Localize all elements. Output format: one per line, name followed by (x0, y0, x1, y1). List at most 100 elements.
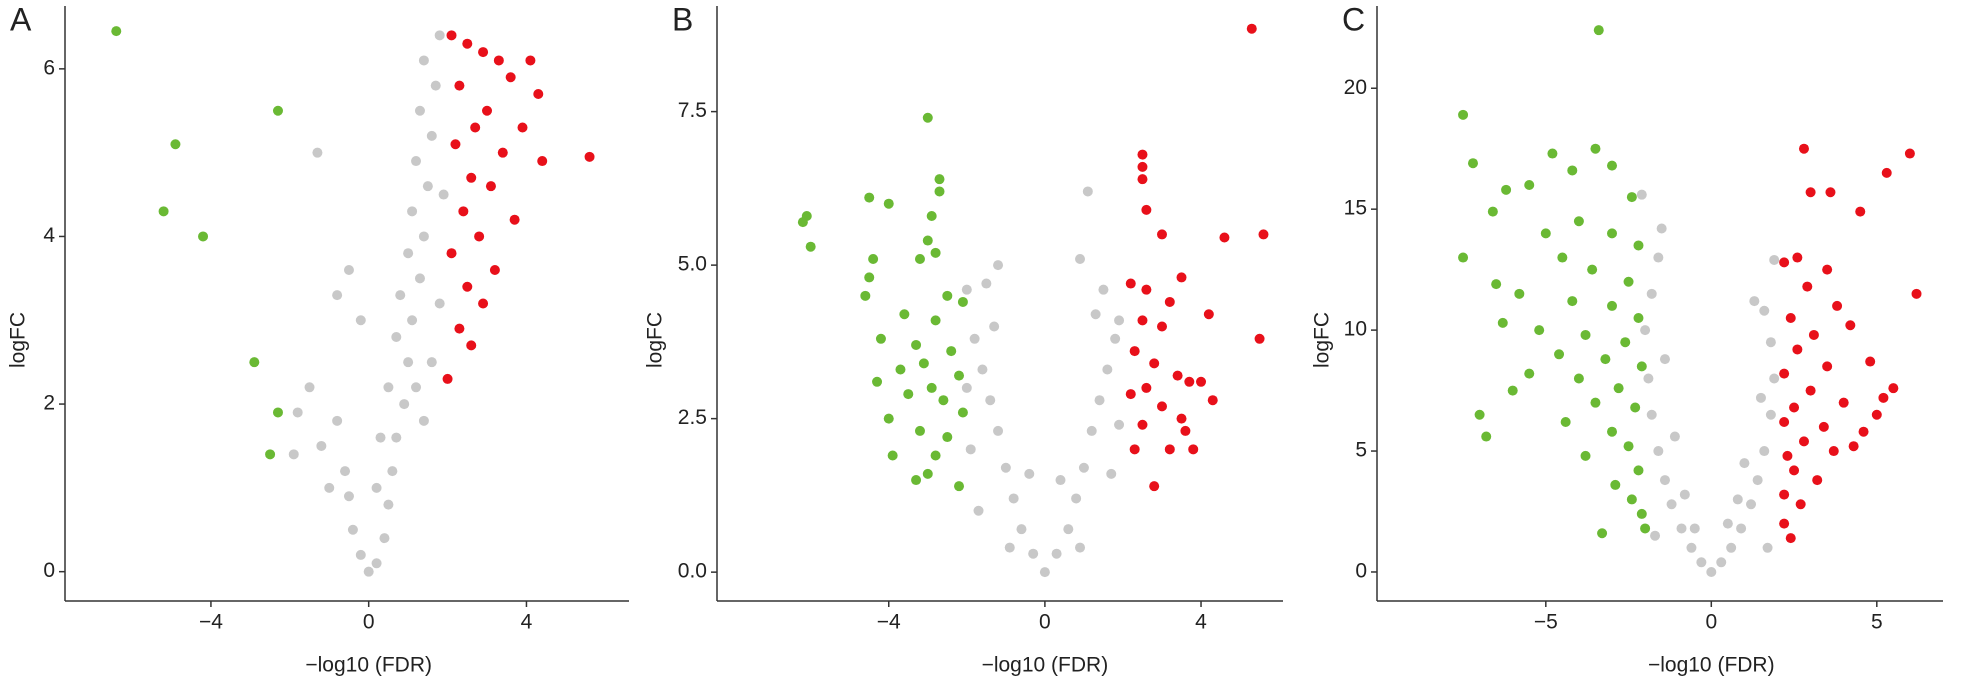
point (312, 147, 323, 158)
point (584, 151, 595, 162)
x-tick-label: −4 (877, 611, 901, 634)
point (1055, 475, 1066, 486)
point (1102, 364, 1113, 375)
point (1125, 389, 1136, 400)
point (411, 382, 422, 393)
x-tick-label: 0 (1039, 611, 1051, 634)
point (1075, 253, 1086, 264)
point (797, 217, 808, 228)
point (914, 425, 925, 436)
point (170, 139, 181, 150)
point (1822, 361, 1833, 372)
point (1254, 333, 1265, 344)
point (1501, 184, 1512, 195)
point (1129, 346, 1140, 357)
point (1086, 425, 1097, 436)
point (1078, 462, 1089, 473)
point (1623, 441, 1634, 452)
point (1838, 397, 1849, 408)
x-tick-label: 5 (1871, 611, 1883, 634)
point (1643, 373, 1654, 384)
y-tick-label: 5.0 (678, 253, 707, 276)
point (942, 432, 953, 443)
point (1587, 264, 1598, 275)
point (1458, 109, 1469, 120)
point (111, 26, 122, 37)
panel-label: B (672, 1, 693, 37)
point (934, 174, 945, 185)
point (371, 558, 382, 569)
point (1082, 186, 1093, 197)
point (969, 333, 980, 344)
point (1125, 278, 1136, 289)
point (272, 105, 283, 116)
x-tick-label: 0 (363, 611, 375, 634)
point (1137, 149, 1148, 160)
point (1593, 25, 1604, 36)
point (1646, 288, 1657, 299)
point (1679, 489, 1690, 500)
point (1094, 395, 1105, 406)
y-axis-label: logFC (1311, 312, 1334, 368)
point (957, 296, 968, 307)
point (981, 278, 992, 289)
point (418, 55, 429, 66)
point (1258, 229, 1269, 240)
point (1802, 281, 1813, 292)
point (1567, 165, 1578, 176)
point (1176, 413, 1187, 424)
point (355, 549, 366, 560)
point (1792, 252, 1803, 263)
point (1779, 417, 1790, 428)
point (383, 382, 394, 393)
point (1765, 409, 1776, 420)
point (954, 370, 965, 381)
point (1156, 229, 1167, 240)
point (493, 55, 504, 66)
point (1514, 288, 1525, 299)
point (391, 432, 402, 443)
point (414, 273, 425, 284)
point (911, 475, 922, 486)
point (1590, 397, 1601, 408)
point (509, 214, 520, 225)
point (1141, 204, 1152, 215)
y-tick-label: 2.5 (678, 406, 707, 429)
point (1607, 160, 1618, 171)
point (926, 211, 937, 221)
point (1016, 524, 1027, 535)
point (1141, 284, 1152, 295)
point (426, 130, 437, 141)
point (1063, 524, 1074, 535)
point (1805, 187, 1816, 198)
point (922, 235, 933, 246)
point (1580, 450, 1591, 461)
point (418, 415, 429, 426)
y-tick-label: 4 (43, 224, 55, 247)
point (1726, 542, 1737, 553)
x-axis-label: −log10 (FDR) (305, 654, 432, 677)
point (805, 241, 816, 252)
point (1865, 356, 1876, 367)
point (1110, 333, 1121, 344)
point (1491, 279, 1502, 290)
point (1779, 257, 1790, 268)
x-tick-label: −5 (1534, 611, 1558, 634)
point (954, 481, 965, 492)
x-axis-label: −log10 (FDR) (1648, 654, 1775, 677)
point (1669, 431, 1680, 442)
point (1795, 499, 1806, 510)
point (497, 147, 508, 158)
point (1196, 376, 1207, 387)
point (1722, 518, 1733, 529)
point (1676, 523, 1687, 534)
point (403, 248, 414, 259)
point (1497, 317, 1508, 328)
point (1789, 465, 1800, 476)
point (1000, 462, 1011, 473)
point (375, 432, 386, 443)
point (411, 156, 422, 167)
panel-label: C (1342, 1, 1365, 37)
point (1467, 158, 1478, 169)
point (454, 80, 465, 91)
